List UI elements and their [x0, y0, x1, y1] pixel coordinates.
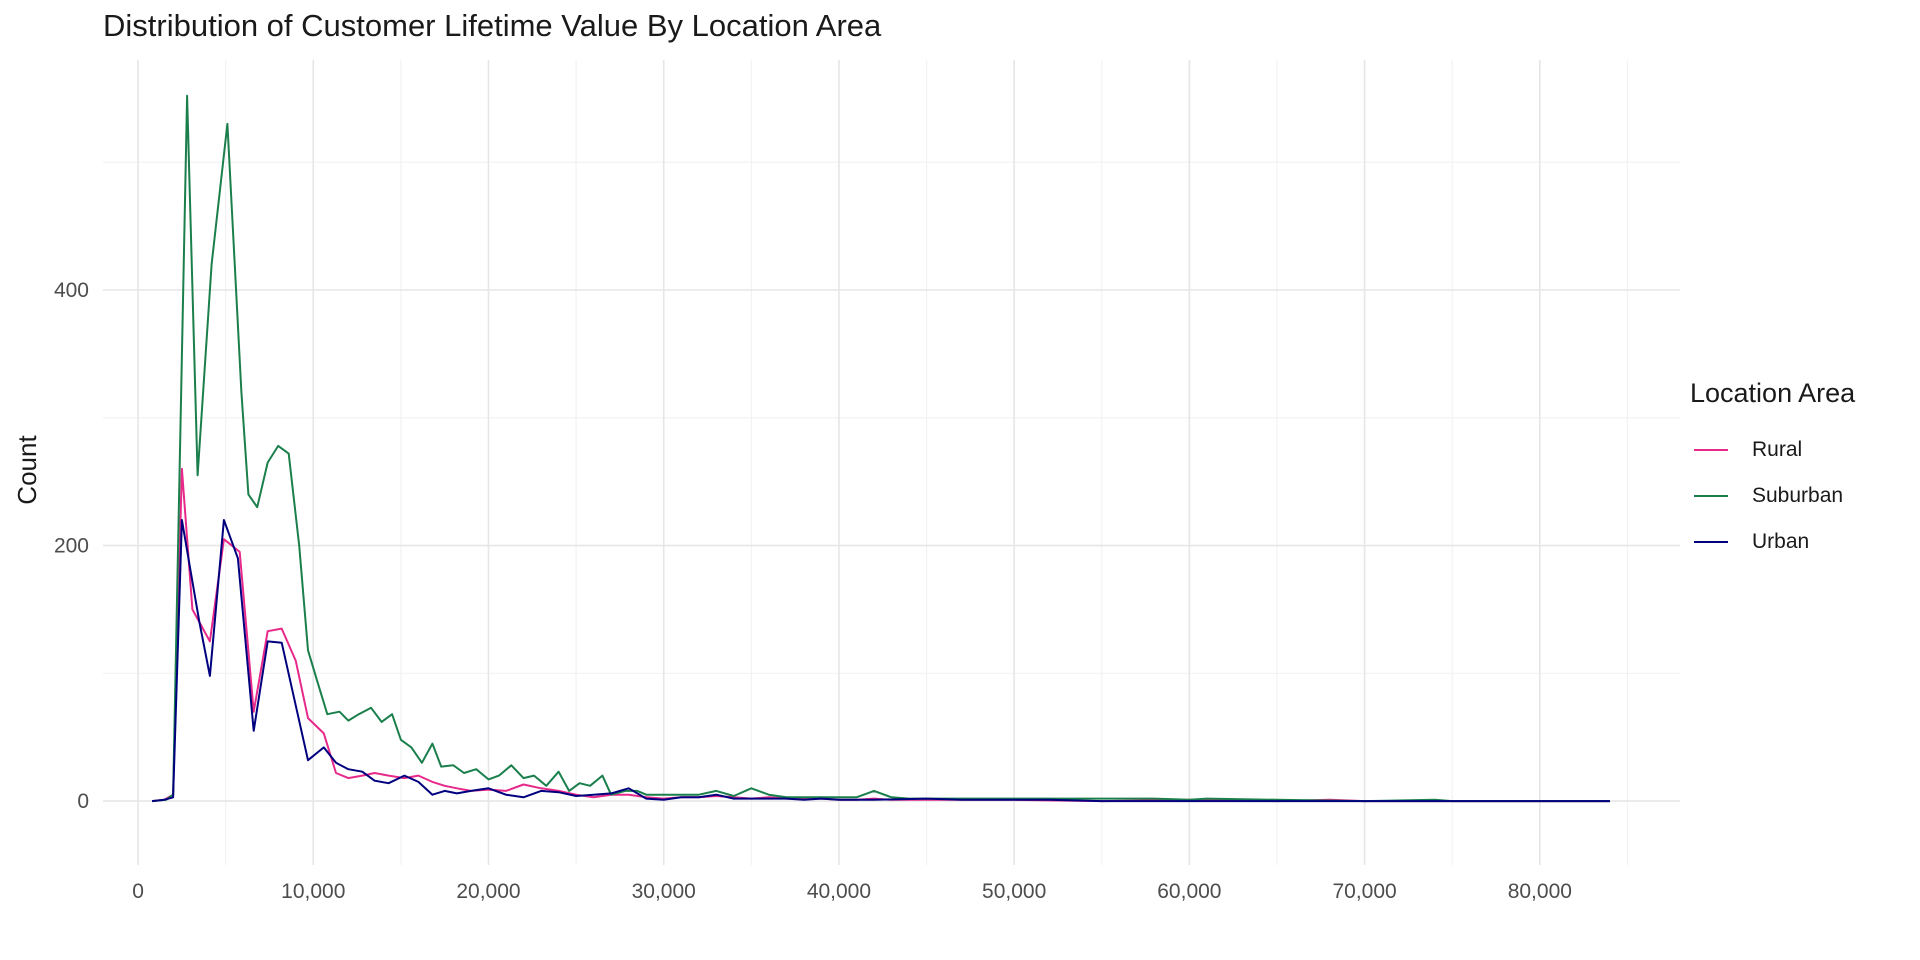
series-lines	[151, 94, 1610, 803]
legend-key	[1694, 495, 1728, 497]
x-tick-label: 70,000	[1332, 880, 1396, 903]
y-tick-label: 400	[54, 279, 89, 302]
legend-item-rural: Rural	[1690, 427, 1910, 473]
series-line-rural	[151, 467, 1610, 803]
legend-items: Rural Suburban Urban	[1690, 427, 1910, 565]
x-tick-label: 60,000	[1157, 880, 1221, 903]
x-tick-label: 80,000	[1508, 880, 1572, 903]
legend-label: Suburban	[1752, 484, 1844, 507]
legend-key	[1694, 541, 1728, 543]
series-line-suburban	[152, 94, 1610, 803]
legend: Location Area Rural Suburban Urban	[1690, 378, 1910, 565]
x-tick-label: 50,000	[982, 880, 1046, 903]
y-tick-label: 200	[54, 535, 89, 558]
x-tick-label: 0	[132, 880, 144, 903]
x-tick-label: 30,000	[632, 880, 696, 903]
grid-lines	[103, 60, 1680, 865]
chart-title: Distribution of Customer Lifetime Value …	[103, 8, 882, 43]
y-tick-label: 0	[77, 790, 89, 813]
legend-label: Rural	[1752, 438, 1803, 461]
legend-key	[1694, 449, 1728, 451]
tick-labels: 0 200 400 0 10,000 20,000 30,000 40,000 50,000 60…	[54, 279, 1572, 903]
legend-title: Location Area	[1690, 378, 1856, 408]
y-axis-title: Count	[12, 435, 42, 505]
x-tick-label: 10,000	[281, 880, 345, 903]
series-line-urban	[151, 519, 1610, 803]
x-tick-label: 40,000	[807, 880, 871, 903]
x-tick-label: 20,000	[456, 880, 520, 903]
legend-item-urban: Urban	[1690, 519, 1910, 565]
legend-item-suburban: Suburban	[1690, 473, 1910, 519]
legend-label: Urban	[1752, 530, 1810, 553]
